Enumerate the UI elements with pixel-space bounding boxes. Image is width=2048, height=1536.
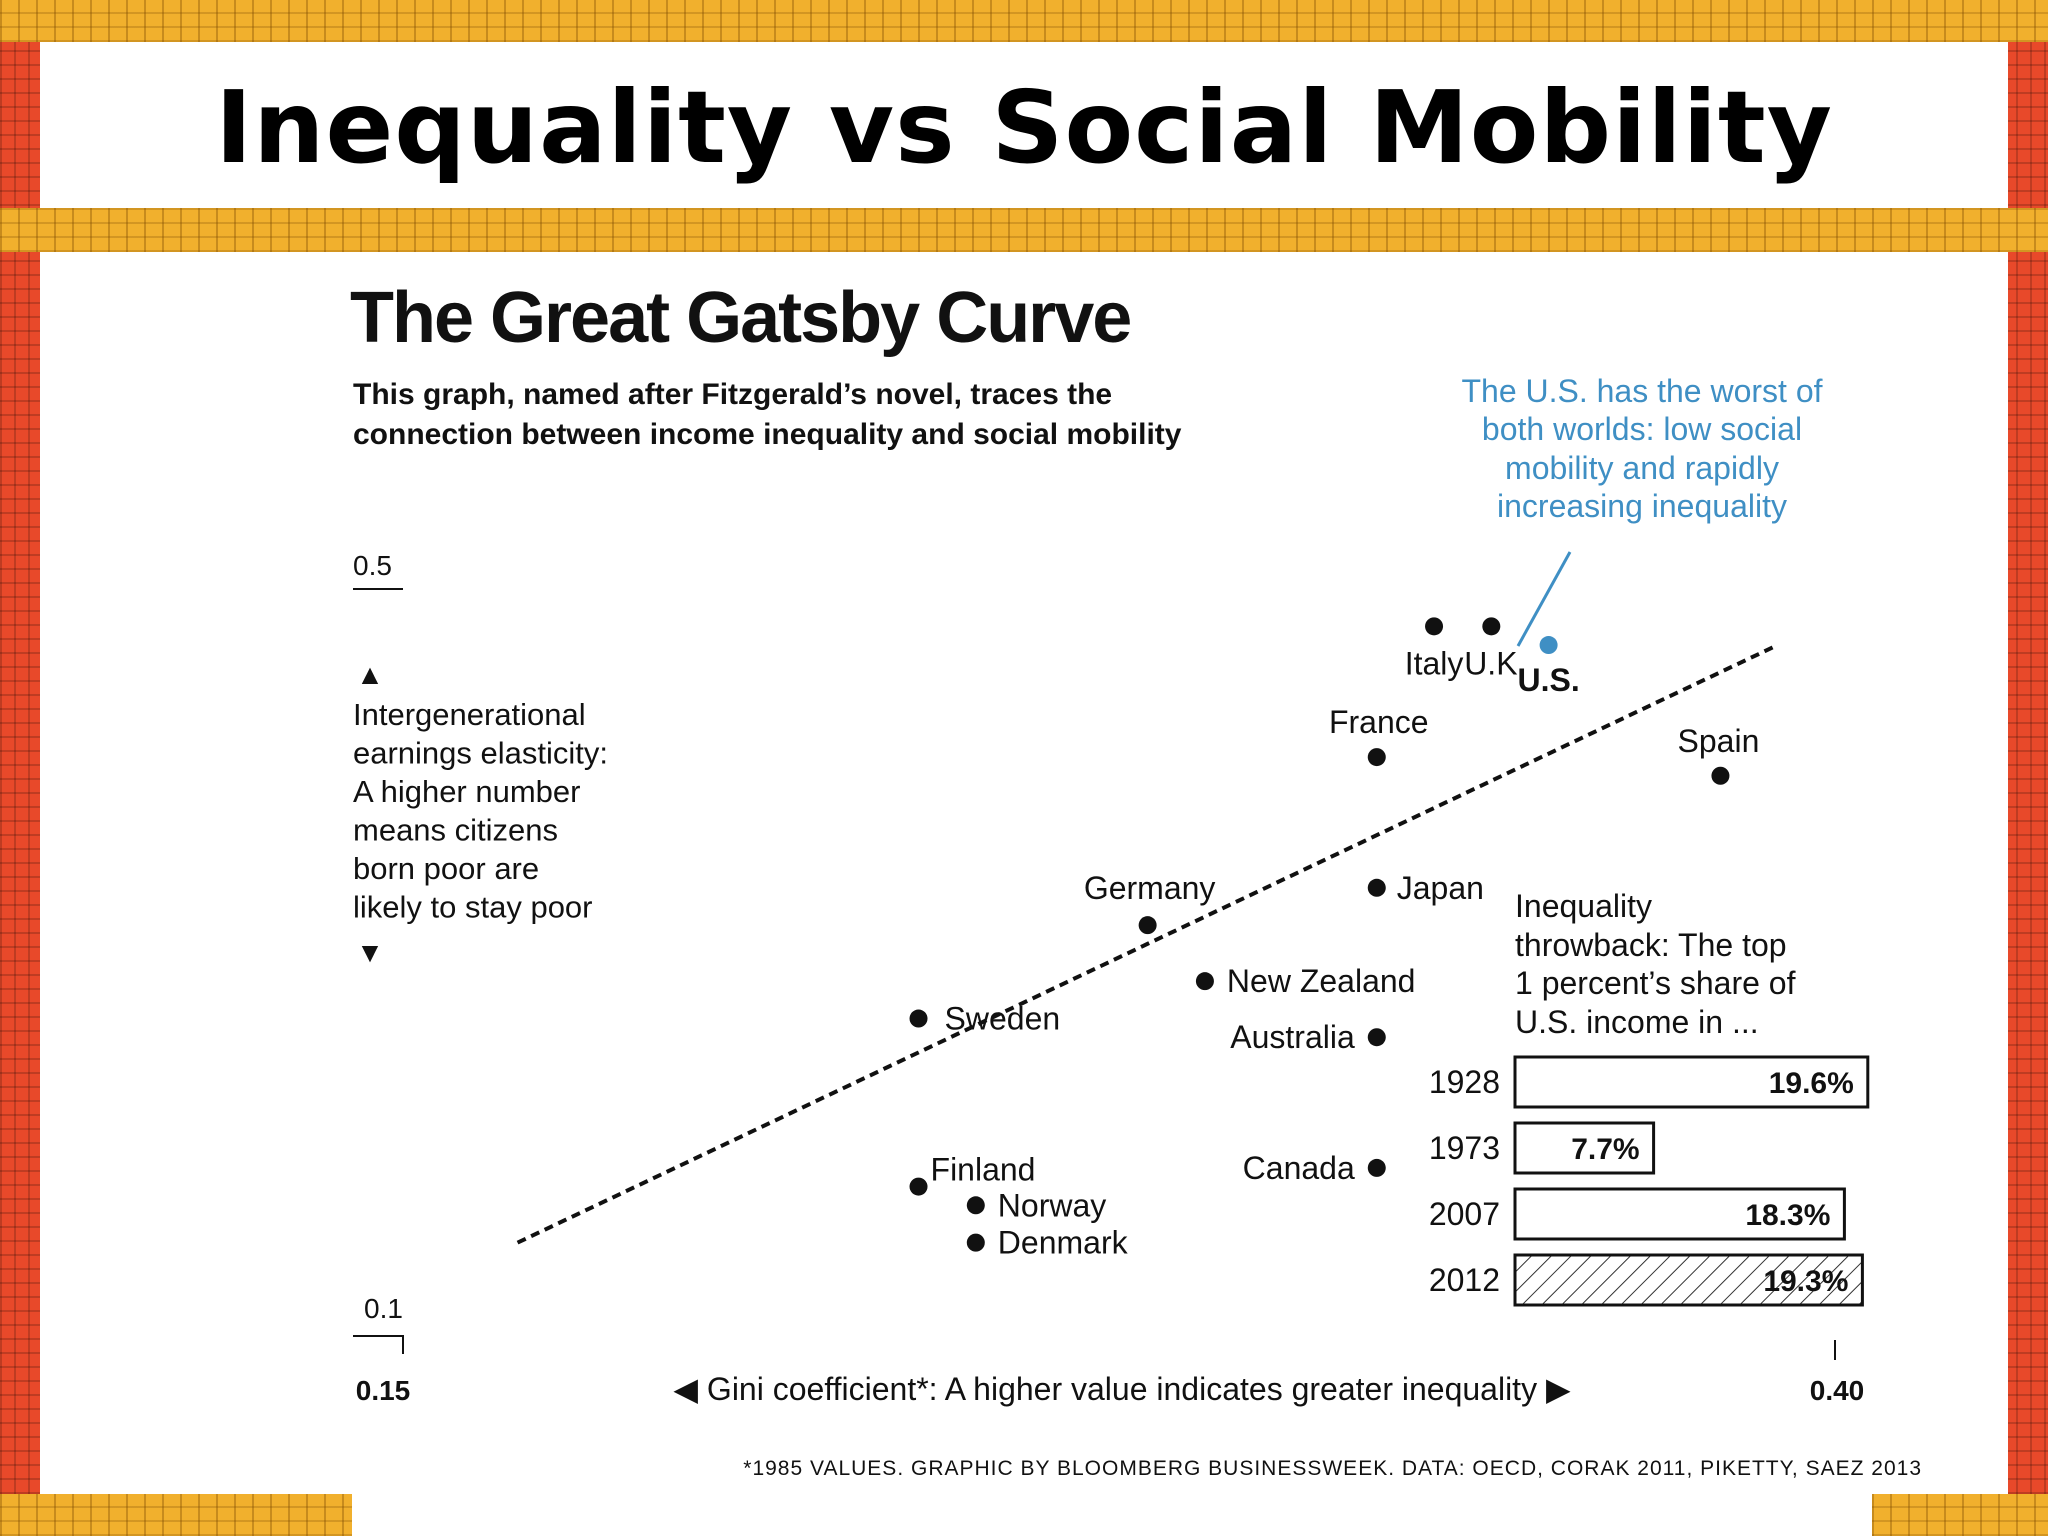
point-italy	[1425, 617, 1444, 636]
point-u-s	[1539, 636, 1558, 655]
inset-title-line-2: throwback: The top	[1515, 927, 1787, 963]
y-axis-label-line-5: born poor are	[353, 851, 539, 886]
point-label-italy: Italy	[1405, 645, 1464, 681]
inset-year-2012: 2012	[1429, 1262, 1500, 1298]
inset-bar-2012	[1513, 1253, 1864, 1307]
inset-value-1973: 7.7%	[1571, 1133, 1639, 1166]
bottom-right-decorative-stripe	[1872, 1494, 2048, 1536]
chart-footnote: *1985 VALUES. GRAPHIC BY BLOOMBERG BUSIN…	[743, 1457, 1922, 1480]
y-axis-label-line-1: Intergenerational	[353, 697, 586, 732]
point-sweden	[909, 1009, 928, 1028]
inset-title-line-3: 1 percent’s share of	[1515, 965, 1796, 1001]
point-canada	[1367, 1158, 1386, 1177]
y-axis-label-line-6: likely to stay poor	[353, 890, 593, 925]
inset-bar-1928	[1513, 1055, 1870, 1109]
us-annotation: The U.S. has the worst of both worlds: l…	[1461, 373, 1823, 647]
point-u-k	[1482, 617, 1501, 636]
y-axis-up-arrow: ▲	[356, 659, 384, 690]
x-tick-max-label: 0.40	[1810, 1375, 1865, 1406]
inset-year-2007: 2007	[1429, 1196, 1500, 1232]
y-axis-label-line-3: A higher number	[353, 774, 580, 809]
point-label-australia: Australia	[1230, 1019, 1355, 1055]
point-label-norway: Norway	[998, 1187, 1106, 1223]
x-tick-min-label: 0.15	[356, 1375, 411, 1406]
x-axis-label: ◀ Gini coefficient*: A higher value indi…	[673, 1371, 1571, 1407]
annotation-line-4: increasing inequality	[1497, 488, 1787, 524]
point-label-finland: Finland	[931, 1152, 1036, 1188]
inset-value-2007: 18.3%	[1745, 1199, 1830, 1232]
inset-value-2012: 19.3%	[1763, 1265, 1848, 1298]
point-denmark	[966, 1233, 985, 1252]
y-axis: 0.5 ▲ Intergenerational earnings elastici…	[353, 550, 608, 1354]
annotation-line-2: both worlds: low social	[1482, 411, 1802, 447]
inset-value-1928: 19.6%	[1769, 1067, 1854, 1100]
point-label-denmark: Denmark	[998, 1225, 1129, 1261]
title-band: Inequality vs Social Mobility	[40, 42, 2008, 208]
y-tick-bottom-label: 0.1	[364, 1293, 403, 1324]
y-axis-label: Intergenerational earnings elasticity:A h…	[353, 697, 608, 925]
y-axis-label-line-4: means citizens	[353, 813, 558, 848]
annotation-line-1: The U.S. has the worst of	[1461, 373, 1822, 409]
slide-title: Inequality vs Social Mobility	[215, 69, 1833, 186]
chart-panel: The Great Gatsby Curve This graph, named…	[40, 252, 2008, 1536]
point-label-u-s: U.S.	[1517, 662, 1579, 698]
inset-year-1973: 1973	[1429, 1130, 1500, 1166]
gatsby-curve-chart: The Great Gatsby Curve This graph, named…	[350, 278, 1922, 1480]
inset-bars: 1928 19.6% 1973 7.7% 2007 18.3% 2012 19.3%	[1429, 1055, 1870, 1307]
y-tick-bottom-mark	[353, 1335, 404, 1354]
inset-year-1928: 1928	[1429, 1064, 1500, 1100]
inset-title-line-4: U.S. income in ...	[1515, 1004, 1759, 1040]
top-decorative-stripe	[0, 0, 2048, 42]
trend-line	[516, 643, 1779, 1245]
point-new-zealand	[1195, 972, 1214, 991]
point-finland	[909, 1177, 928, 1196]
point-label-new-zealand: New Zealand	[1227, 963, 1416, 999]
inset-title-line-1: Inequality	[1515, 888, 1652, 924]
point-label-canada: Canada	[1243, 1150, 1355, 1186]
middle-decorative-stripe	[0, 208, 2048, 252]
point-spain	[1711, 766, 1730, 785]
y-axis-label-line-2: earnings elasticity:	[353, 736, 608, 771]
annotation-leader-line	[1516, 551, 1572, 647]
scatter-points: Italy U.K.U.S. France Spain Japan Germany New …	[909, 617, 1760, 1261]
point-japan	[1367, 878, 1386, 897]
point-norway	[966, 1196, 985, 1215]
inset-bar-2007	[1513, 1187, 1846, 1241]
chart-subtitle-line-2: connection between income inequality and…	[353, 418, 1182, 451]
point-label-u-k: U.K.	[1464, 645, 1526, 681]
annotation-line-3: mobility and rapidly	[1505, 450, 1779, 486]
income-share-inset: Inequality throwback: The top 1 percent’…	[1429, 888, 1870, 1307]
point-label-japan: Japan	[1397, 870, 1484, 906]
chart-subtitle-line-1: This graph, named after Fitzgerald’s nov…	[353, 378, 1112, 411]
y-axis-down-arrow: ▼	[356, 937, 384, 968]
point-france	[1367, 748, 1386, 767]
chart-title: The Great Gatsby Curve	[350, 278, 1130, 358]
point-germany	[1138, 916, 1157, 935]
y-tick-top-label: 0.5	[353, 550, 392, 581]
point-label-spain: Spain	[1678, 723, 1760, 759]
x-axis: 0.15 0.40 ◀ Gini coefficient*: A higher …	[356, 1340, 1865, 1407]
point-label-france: France	[1329, 704, 1429, 740]
point-label-sweden: Sweden	[945, 1001, 1061, 1037]
inset-bar-1973	[1513, 1121, 1656, 1175]
point-australia	[1367, 1028, 1386, 1047]
point-label-germany: Germany	[1084, 870, 1216, 906]
bottom-left-decorative-stripe	[0, 1494, 352, 1536]
